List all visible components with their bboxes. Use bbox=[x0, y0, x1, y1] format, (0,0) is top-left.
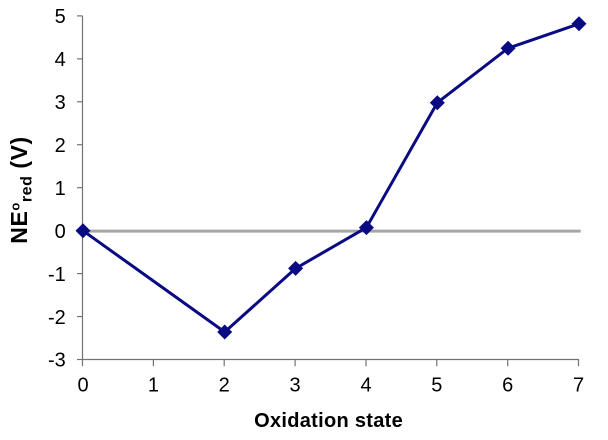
svg-text:3: 3 bbox=[55, 92, 66, 114]
svg-text:7: 7 bbox=[573, 375, 584, 397]
svg-text:5: 5 bbox=[431, 375, 442, 397]
svg-text:0: 0 bbox=[55, 221, 66, 243]
svg-text:-3: -3 bbox=[48, 350, 66, 372]
svg-text:3: 3 bbox=[290, 375, 301, 397]
svg-text:0: 0 bbox=[77, 375, 88, 397]
svg-text:Oxidation state: Oxidation state bbox=[254, 410, 403, 432]
svg-text:1: 1 bbox=[148, 375, 159, 397]
svg-text:-2: -2 bbox=[48, 307, 66, 329]
svg-text:-1: -1 bbox=[48, 264, 66, 286]
svg-text:1: 1 bbox=[55, 178, 66, 200]
svg-text:5: 5 bbox=[55, 6, 66, 28]
svg-text:4: 4 bbox=[55, 49, 66, 71]
svg-text:4: 4 bbox=[360, 375, 371, 397]
svg-text:2: 2 bbox=[55, 135, 66, 157]
svg-text:6: 6 bbox=[502, 375, 513, 397]
svg-text:2: 2 bbox=[219, 375, 230, 397]
